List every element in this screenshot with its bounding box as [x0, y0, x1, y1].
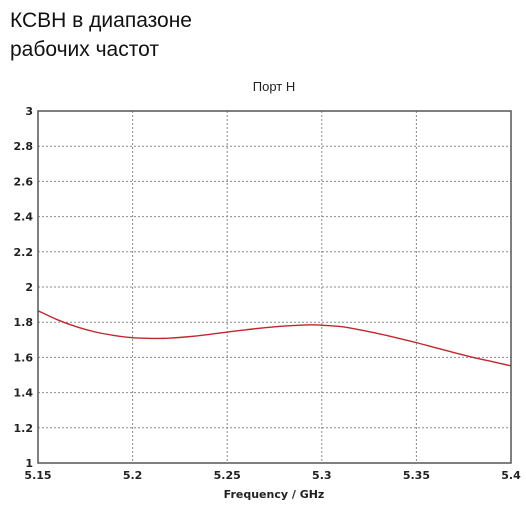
- y-tick-label: 1.6: [14, 351, 34, 364]
- y-tick-labels: 1 1.2 1.4 1.6 1.8 2 2.2 2.4 2.6 2.8 3: [14, 105, 34, 470]
- y-tick-label: 1: [25, 457, 33, 470]
- x-tick-label: 5.15: [24, 469, 51, 482]
- y-tick-label: 2.2: [14, 246, 34, 259]
- y-tick-label: 1.4: [14, 387, 34, 400]
- grid-lines: [38, 111, 511, 463]
- y-tick-label: 2.8: [14, 140, 34, 153]
- x-tick-label: 5.3: [312, 469, 332, 482]
- plot-frame: [37, 110, 512, 464]
- x-tick-label: 5.2: [123, 469, 143, 482]
- y-tick-label: 2.4: [14, 211, 34, 224]
- series-layer: [37, 310, 512, 367]
- y-tick-label: 1.8: [14, 316, 34, 329]
- x-tick-label: 5.4: [501, 469, 521, 482]
- x-tick-label: 5.25: [214, 469, 241, 482]
- y-tick-label: 1.2: [14, 422, 34, 435]
- series-line: [37, 310, 512, 367]
- x-tick-label: 5.35: [403, 469, 430, 482]
- y-tick-label: 2: [25, 281, 33, 294]
- y-tick-label: 2.6: [14, 175, 34, 188]
- page-heading: КСВН в диапазоне рабочих частот: [10, 9, 192, 61]
- x-tick-labels: 5.15 5.2 5.25 5.3 5.35 5.4: [24, 469, 521, 482]
- chart-title: Порт H: [253, 79, 295, 94]
- x-axis-title: Frequency / GHz: [224, 488, 325, 501]
- y-tick-label: 3: [25, 105, 33, 118]
